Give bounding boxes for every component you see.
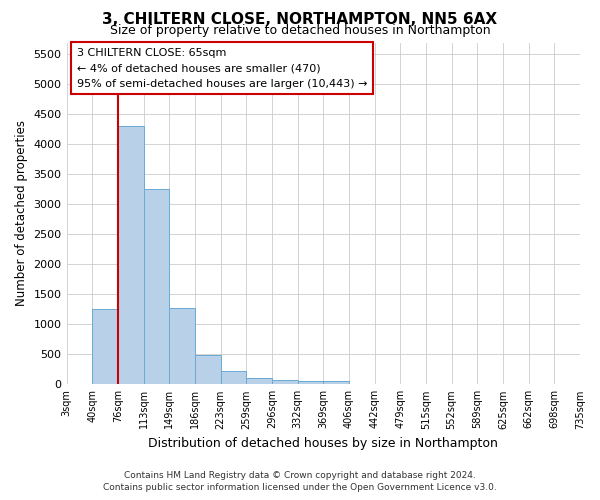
Bar	[298, 381, 323, 384]
Y-axis label: Number of detached properties: Number of detached properties	[15, 120, 28, 306]
Bar	[272, 380, 298, 384]
Text: 3 CHILTERN CLOSE: 65sqm
← 4% of detached houses are smaller (470)
95% of semi-de: 3 CHILTERN CLOSE: 65sqm ← 4% of detached…	[77, 48, 367, 89]
Text: Contains HM Land Registry data © Crown copyright and database right 2024.
Contai: Contains HM Land Registry data © Crown c…	[103, 471, 497, 492]
X-axis label: Distribution of detached houses by size in Northampton: Distribution of detached houses by size …	[148, 437, 498, 450]
Bar	[323, 381, 349, 384]
Bar	[169, 308, 195, 384]
Bar	[92, 310, 118, 384]
Bar	[246, 378, 272, 384]
Bar	[143, 190, 169, 384]
Bar	[221, 371, 246, 384]
Text: Size of property relative to detached houses in Northampton: Size of property relative to detached ho…	[110, 24, 490, 37]
Bar	[195, 355, 221, 384]
Text: 3, CHILTERN CLOSE, NORTHAMPTON, NN5 6AX: 3, CHILTERN CLOSE, NORTHAMPTON, NN5 6AX	[103, 12, 497, 28]
Bar	[118, 126, 143, 384]
